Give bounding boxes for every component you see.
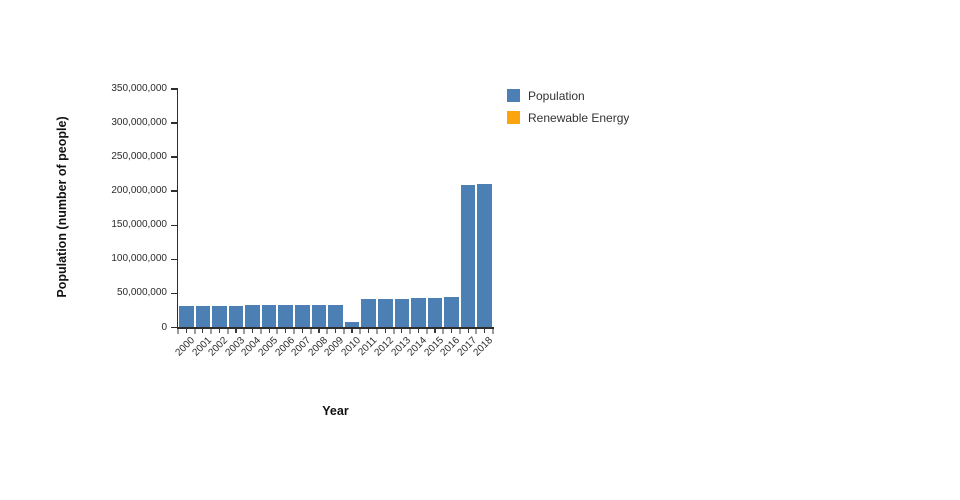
x-boundary-tick: [193, 328, 196, 334]
x-boundary-tick: [375, 328, 378, 334]
x-tick: [384, 328, 386, 333]
x-tick-label: 2018: [471, 334, 496, 359]
x-tick: [450, 328, 453, 333]
y-tick-label: 0: [161, 321, 167, 333]
x-tick: [268, 328, 270, 333]
bar-2012: [377, 298, 393, 328]
y-tick-label: 200,000,000: [111, 185, 167, 197]
x-axis-title: Year: [322, 404, 349, 418]
bar-2016: [444, 297, 459, 328]
x-tick: [252, 328, 254, 333]
bar-2011: [361, 299, 376, 328]
x-tick: [235, 328, 237, 333]
x-boundary-tick: [210, 328, 213, 334]
y-tick-label: 300,000,000: [111, 117, 167, 129]
x-boundary-tick: [259, 328, 262, 334]
bar-2003: [228, 305, 244, 328]
x-boundary-tick: [475, 328, 478, 334]
bar-2005: [261, 305, 277, 328]
x-boundary-tick: [276, 328, 279, 334]
bar-2014: [411, 298, 426, 328]
legend-label: Renewable Energy: [528, 110, 630, 125]
y-tick-label: 250,000,000: [111, 151, 167, 163]
bar-2009: [328, 304, 343, 328]
bar-2015: [427, 297, 443, 328]
x-tick: [351, 328, 353, 333]
y-tick: [170, 292, 177, 295]
y-tick: [170, 190, 177, 192]
x-boundary-tick: [243, 328, 246, 334]
legend-item-renewable-energy: Renewable Energy: [507, 109, 629, 126]
y-axis-title: Population (number of people): [55, 116, 69, 298]
legend-swatch: [507, 89, 520, 102]
bar-2007: [295, 304, 310, 328]
legend-label: Population: [528, 88, 585, 103]
x-boundary-tick: [309, 328, 312, 334]
x-tick: [467, 328, 469, 333]
x-boundary-tick: [492, 328, 494, 334]
y-tick: [170, 122, 177, 124]
x-boundary-tick: [326, 328, 329, 334]
bar-2008: [311, 304, 327, 328]
x-tick: [218, 328, 221, 333]
x-tick: [334, 328, 337, 333]
y-tick-label: 50,000,000: [116, 287, 167, 299]
x-boundary-tick: [177, 328, 179, 334]
bar-2004: [245, 305, 260, 328]
y-tick: [170, 88, 177, 90]
x-tick: [185, 328, 187, 333]
x-boundary-tick: [425, 328, 428, 334]
y-tick-label: 100,000,000: [111, 253, 167, 265]
x-boundary-tick: [458, 328, 461, 334]
x-boundary-tick: [293, 328, 296, 334]
bar-2017: [460, 184, 476, 328]
y-tick: [170, 224, 177, 227]
x-tick: [202, 328, 204, 333]
bar-2013: [394, 298, 410, 328]
x-boundary-tick: [409, 328, 412, 334]
x-axis-line: [176, 327, 494, 329]
x-tick: [484, 328, 486, 333]
y-tick: [170, 326, 177, 329]
bar-2000: [179, 306, 194, 328]
legend: Population Renewable Energy: [507, 87, 629, 131]
x-tick: [417, 328, 419, 333]
x-tick: [368, 328, 370, 333]
y-tick-label: 150,000,000: [111, 219, 167, 231]
bar-2002: [212, 305, 227, 328]
bar-2001: [195, 306, 211, 328]
legend-item-population: Population: [507, 87, 629, 104]
y-tick: [170, 258, 177, 261]
legend-swatch: [507, 111, 520, 124]
bar-2006: [278, 305, 294, 328]
x-tick: [318, 328, 320, 333]
x-boundary-tick: [342, 328, 345, 334]
x-tick: [434, 328, 436, 333]
y-axis-line: [176, 88, 179, 329]
bar-2010: [344, 321, 360, 328]
x-boundary-tick: [442, 328, 445, 334]
x-tick: [401, 328, 403, 333]
bar-2018: [477, 183, 492, 328]
x-boundary-tick: [226, 328, 229, 334]
x-tick: [285, 328, 287, 333]
x-boundary-tick: [359, 328, 362, 334]
y-tick-label: 350,000,000: [111, 83, 167, 94]
x-tick: [301, 328, 303, 333]
x-boundary-tick: [392, 328, 395, 334]
y-tick: [170, 156, 177, 158]
